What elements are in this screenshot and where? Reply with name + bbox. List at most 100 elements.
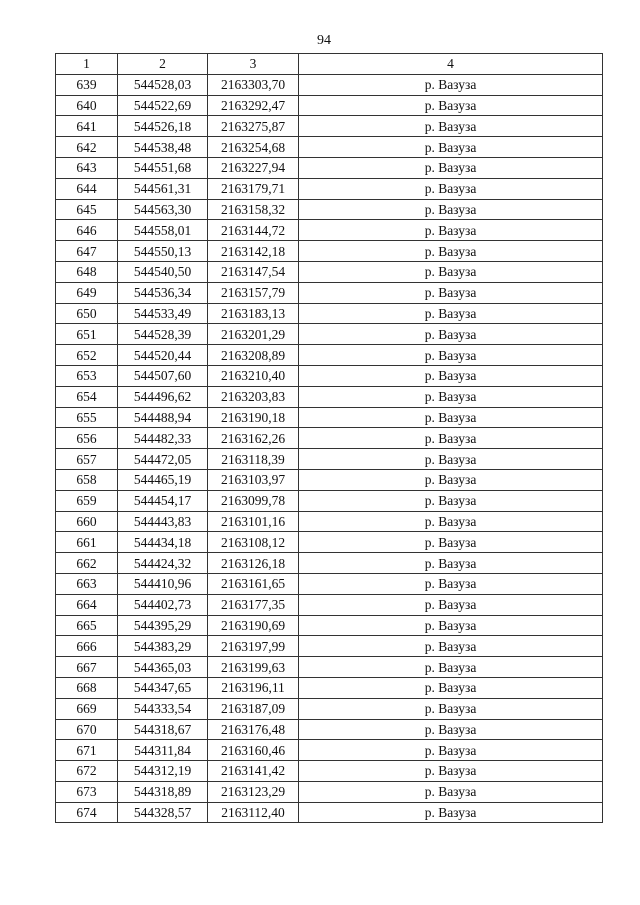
point-number-cell: 648 [55,260,118,283]
point-number-cell: 656 [55,427,118,450]
x-coordinate-cell: 544318,67 [117,718,208,741]
y-coordinate-cell: 2163108,12 [207,531,299,554]
y-coordinate-cell: 2163196,11 [207,676,299,699]
table-row: 670 544318,67 2163176,48 р. Вазуза [55,718,603,741]
y-coordinate-cell: 2163210,40 [207,364,299,387]
description-cell: р. Вазуза [298,510,603,533]
point-number-cell: 670 [55,718,118,741]
description-cell: р. Вазуза [298,468,603,491]
point-number-cell: 674 [55,801,118,824]
description-cell: р. Вазуза [298,385,603,408]
y-coordinate-cell: 2163199,63 [207,656,299,678]
point-number-cell: 653 [55,364,118,387]
x-coordinate-cell: 544528,03 [117,73,208,96]
description-cell: р. Вазуза [298,489,603,512]
description-cell: р. Вазуза [298,344,603,366]
point-number-cell: 671 [55,739,118,762]
description-cell: р. Вазуза [298,364,603,387]
y-coordinate-cell: 2163275,87 [207,115,299,138]
table-row: 645 544563,30 2163158,32 р. Вазуза [55,198,603,221]
y-coordinate-cell: 2163208,89 [207,344,299,366]
point-number-cell: 640 [55,94,118,117]
x-coordinate-cell: 544328,57 [117,801,208,824]
y-coordinate-cell: 2163160,46 [207,739,299,762]
y-coordinate-cell: 2163157,79 [207,281,299,304]
x-coordinate-cell: 544550,13 [117,240,208,262]
description-cell: р. Вазуза [298,115,603,138]
description-cell: р. Вазуза [298,94,603,117]
y-coordinate-cell: 2163103,97 [207,468,299,491]
description-cell: р. Вазуза [298,136,603,158]
point-number-cell: 662 [55,552,118,574]
description-cell: р. Вазуза [298,739,603,762]
y-coordinate-cell: 2163161,65 [207,572,299,595]
table-row: 644 544561,31 2163179,71 р. Вазуза [55,177,603,200]
x-coordinate-cell: 544402,73 [117,593,208,616]
y-coordinate-cell: 2163183,13 [207,302,299,325]
point-number-cell: 639 [55,73,118,96]
y-coordinate-cell: 2163147,54 [207,260,299,283]
y-coordinate-cell: 2163292,47 [207,94,299,117]
description-cell: р. Вазуза [298,281,603,304]
x-coordinate-cell: 544311,84 [117,739,208,762]
table-row: 665 544395,29 2163190,69 р. Вазуза [55,614,603,637]
table-row: 662 544424,32 2163126,18 р. Вазуза [55,552,603,574]
table-row: 651 544528,39 2163201,29 р. Вазуза [55,323,603,346]
x-coordinate-cell: 544528,39 [117,323,208,346]
point-number-cell: 650 [55,302,118,325]
x-coordinate-cell: 544551,68 [117,156,208,179]
point-number-cell: 658 [55,468,118,491]
x-coordinate-cell: 544496,62 [117,385,208,408]
y-coordinate-cell: 2163141,42 [207,760,299,782]
x-coordinate-cell: 544424,32 [117,552,208,574]
table-row: 654 544496,62 2163203,83 р. Вазуза [55,385,603,408]
x-coordinate-cell: 544488,94 [117,406,208,429]
description-cell: р. Вазуза [298,572,603,595]
point-number-cell: 667 [55,656,118,678]
x-coordinate-cell: 544538,48 [117,136,208,158]
description-cell: р. Вазуза [298,406,603,429]
y-coordinate-cell: 2163197,99 [207,635,299,658]
x-coordinate-cell: 544443,83 [117,510,208,533]
table-row: 653 544507,60 2163210,40 р. Вазуза [55,364,603,387]
table-row: 671 544311,84 2163160,46 р. Вазуза [55,739,603,762]
y-coordinate-cell: 2163187,09 [207,697,299,720]
x-coordinate-cell: 544365,03 [117,656,208,678]
header-row: 1 2 3 4 [55,53,603,75]
table-row: 639 544528,03 2163303,70 р. Вазуза [55,73,603,96]
x-coordinate-cell: 544434,18 [117,531,208,554]
table-row: 666 544383,29 2163197,99 р. Вазуза [55,635,603,658]
table-row: 643 544551,68 2163227,94 р. Вазуза [55,156,603,179]
point-number-cell: 649 [55,281,118,304]
description-cell: р. Вазуза [298,219,603,242]
point-number-cell: 660 [55,510,118,533]
point-number-cell: 655 [55,406,118,429]
description-cell: р. Вазуза [298,614,603,637]
y-coordinate-cell: 2163176,48 [207,718,299,741]
y-coordinate-cell: 2163118,39 [207,448,299,470]
description-cell: р. Вазуза [298,801,603,824]
description-cell: р. Вазуза [298,697,603,720]
point-number-cell: 668 [55,676,118,699]
table-row: 655 544488,94 2163190,18 р. Вазуза [55,406,603,429]
x-coordinate-cell: 544454,17 [117,489,208,512]
point-number-cell: 651 [55,323,118,346]
x-coordinate-cell: 544533,49 [117,302,208,325]
table-row: 673 544318,89 2163123,29 р. Вазуза [55,780,603,803]
description-cell: р. Вазуза [298,260,603,283]
x-coordinate-cell: 544312,19 [117,760,208,782]
x-coordinate-cell: 544383,29 [117,635,208,658]
point-number-cell: 673 [55,780,118,803]
y-coordinate-cell: 2163179,71 [207,177,299,200]
description-cell: р. Вазуза [298,593,603,616]
table-row: 650 544533,49 2163183,13 р. Вазуза [55,302,603,325]
y-coordinate-cell: 2163190,18 [207,406,299,429]
description-cell: р. Вазуза [298,73,603,96]
x-coordinate-cell: 544465,19 [117,468,208,491]
x-coordinate-cell: 544395,29 [117,614,208,637]
column-header: 2 [117,53,208,75]
y-coordinate-cell: 2163190,69 [207,614,299,637]
x-coordinate-cell: 544558,01 [117,219,208,242]
table-row: 661 544434,18 2163108,12 р. Вазуза [55,531,603,554]
y-coordinate-cell: 2163101,16 [207,510,299,533]
